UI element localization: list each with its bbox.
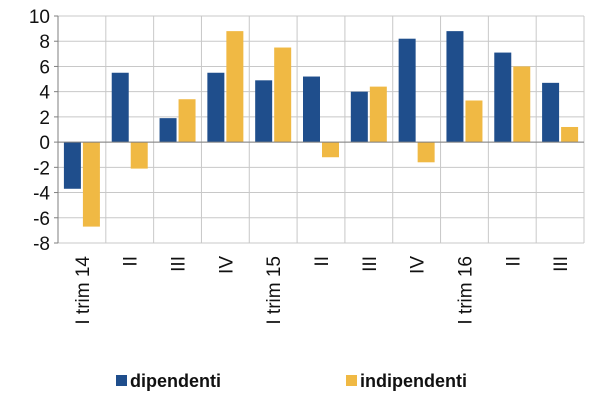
x-tick-label: IV <box>216 256 237 274</box>
legend-label-dipendenti: dipendenti <box>130 371 221 391</box>
x-tick-label: I trim 15 <box>264 256 285 325</box>
bar-dipendenti-0 <box>63 142 81 189</box>
bar-indipendenti-6 <box>369 86 387 143</box>
bar-indipendenti-8 <box>465 100 483 143</box>
y-tick-label: -6 <box>33 209 50 230</box>
x-tick-label: II <box>121 256 142 267</box>
y-tick-label: 8 <box>39 32 50 53</box>
legend-label-indipendenti: indipendenti <box>360 371 467 391</box>
x-tick-labels: I trim 14 II III IV I trim 15 II III IV I trim 1… <box>73 256 572 325</box>
y-tick-labels: -8 -6 -4 -2 0 2 4 6 8 10 <box>29 7 51 255</box>
bar-indipendenti-4 <box>274 47 292 143</box>
bar-indipendenti-1 <box>130 142 148 169</box>
x-tick-label: II <box>503 256 524 267</box>
bar-dipendenti-7 <box>398 38 416 143</box>
bar-indipendenti-0 <box>82 142 100 227</box>
bar-dipendenti-10 <box>542 82 560 143</box>
x-tick-label: III <box>360 256 381 272</box>
axes <box>54 15 584 244</box>
x-tick-label: III <box>551 256 572 272</box>
legend-swatch-indipendenti <box>346 375 357 386</box>
x-tick-label: II <box>312 256 333 267</box>
y-tick-label: -4 <box>33 184 50 205</box>
bar-dipendenti-1 <box>111 72 129 143</box>
bar-dipendenti-6 <box>350 91 368 143</box>
bar-indipendenti-3 <box>226 31 244 143</box>
x-tick-label: III <box>169 256 190 272</box>
bar-dipendenti-4 <box>255 80 273 143</box>
x-tick-label: I trim 16 <box>455 256 476 325</box>
bar-dipendenti-8 <box>446 31 464 143</box>
y-tick-label: -2 <box>33 158 50 179</box>
y-tick-label: 0 <box>39 133 50 154</box>
y-tick-label: 10 <box>29 7 50 28</box>
y-tick-label: 4 <box>39 83 50 104</box>
y-tick-label: 6 <box>39 57 50 78</box>
bar-indipendenti-10 <box>561 126 579 143</box>
bar-indipendenti-5 <box>322 142 339 158</box>
x-tick-label: I trim 14 <box>73 256 94 325</box>
bar-indipendenti-7 <box>417 142 435 163</box>
bar-indipendenti-2 <box>178 99 196 143</box>
bar-dipendenti-5 <box>303 76 320 143</box>
bar-dipendenti-9 <box>494 52 512 143</box>
y-tick-label: -8 <box>33 234 50 255</box>
legend: dipendenti indipendenti <box>116 371 467 391</box>
y-tick-label: 2 <box>39 108 50 129</box>
bar-dipendenti-3 <box>207 72 225 143</box>
bar-dipendenti-2 <box>159 118 177 143</box>
bars <box>63 31 579 227</box>
x-tick-label: IV <box>408 256 429 274</box>
legend-swatch-dipendenti <box>116 375 127 386</box>
bar-indipendenti-9 <box>513 66 531 143</box>
